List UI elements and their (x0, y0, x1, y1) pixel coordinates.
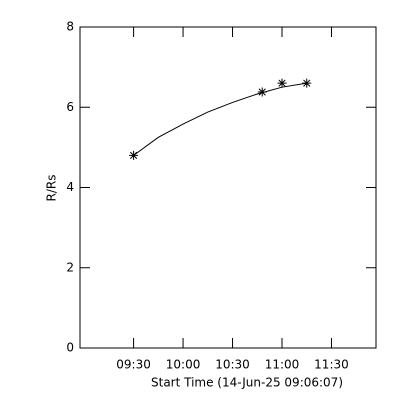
x-axis-label: Start Time (14-Jun-25 09:06:07) (151, 376, 343, 390)
y-tick-label: 4 (66, 180, 74, 194)
y-tick-label: 8 (66, 20, 74, 34)
y-tick-label: 2 (66, 260, 74, 274)
x-tick-label: 10:30 (215, 358, 250, 372)
point-marker (277, 78, 287, 88)
point-marker (129, 150, 139, 160)
y-tick-label: 0 (66, 341, 74, 355)
y-tick-label: 6 (66, 100, 74, 114)
point-marker (302, 78, 312, 88)
x-tick-label: 09:30 (116, 358, 151, 372)
x-tick-label: 11:30 (314, 358, 349, 372)
fit-line (133, 82, 307, 156)
x-tick-label: 10:00 (166, 358, 201, 372)
point-marker (257, 87, 267, 97)
y-axis-label: R/Rs (45, 175, 59, 202)
x-tick-label: 11:00 (265, 358, 300, 372)
